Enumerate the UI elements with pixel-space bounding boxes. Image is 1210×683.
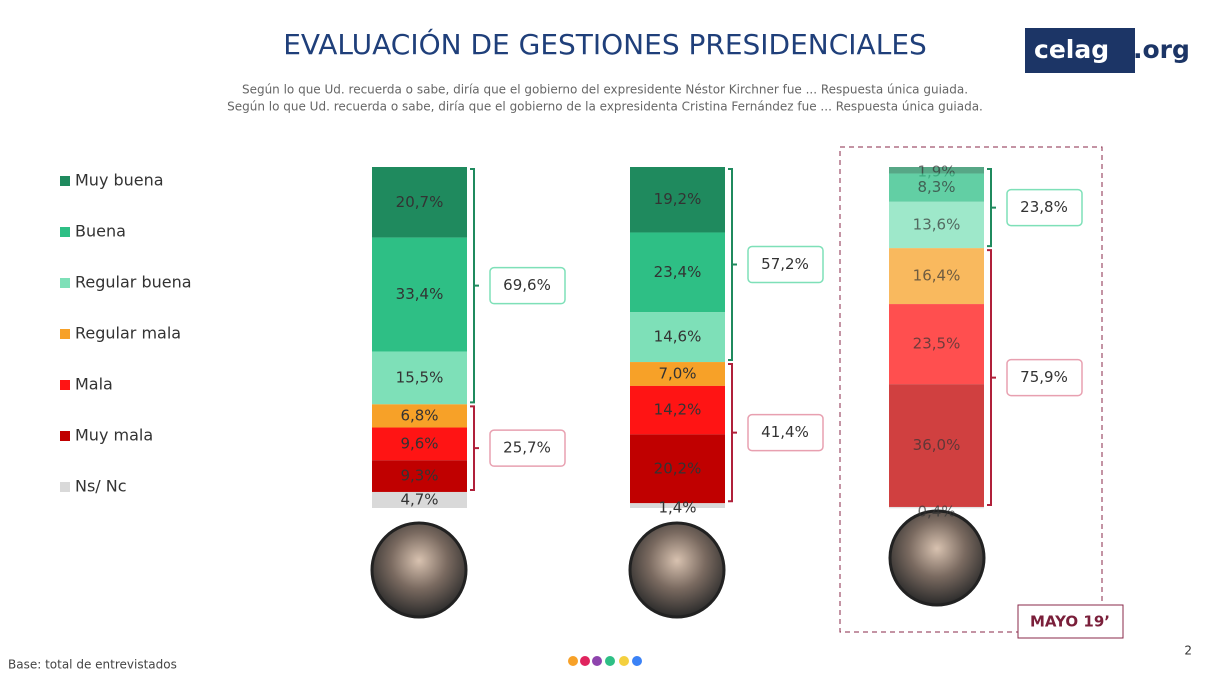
bar-segment [889,384,984,507]
legend-label: Ns/ Nc [75,477,127,496]
data-label: 36,0% [913,436,961,454]
logo-box [1025,28,1135,73]
data-label: 0,4% [917,502,955,520]
bracket-label: 25,7% [503,439,551,457]
data-label: 7,0% [658,364,696,382]
data-label: 20,7% [396,193,444,211]
data-label: 14,6% [654,328,702,346]
bar-segment [889,173,984,202]
legend-label: Muy mala [75,426,153,445]
photo [370,521,468,619]
bracket [728,363,737,503]
subtitle: Según lo que Ud. recuerda o sabe, diría … [242,83,968,97]
legend-label: Regular mala [75,324,181,343]
data-label: 4,7% [400,490,438,508]
annotation: MAYO 19’ [1030,613,1110,631]
bracket [987,249,996,506]
bar-segment [372,404,467,428]
bar-segment [630,312,725,363]
legend-swatch [60,431,70,441]
annotation-box [1017,604,1124,639]
title: EVALUACIÓN DE GESTIONES PRESIDENCIALES [283,27,927,61]
logo: .org [1133,35,1190,64]
data-label: 13,6% [913,215,961,233]
bracket [470,168,479,404]
bar-segment [372,351,467,405]
bracket-label: 75,9% [1020,368,1068,386]
bar-segment [630,362,725,386]
bracket-box [747,413,824,452]
bar-segment [630,385,725,435]
bracket-box [1006,188,1083,227]
bar-segment [630,434,725,504]
dots [568,656,642,666]
data-label: 6,8% [400,406,438,424]
data-label: 20,2% [654,459,702,477]
bracket-label: 69,6% [503,276,551,294]
bar-segment [889,506,984,509]
bracket-box [747,245,824,284]
legend-label: Regular buena [75,273,192,292]
bracket-box [489,429,566,467]
page-number: 2 [1184,644,1192,658]
legend-label: Muy buena [75,171,164,190]
data-label: 1,4% [658,499,696,517]
data-label: 9,3% [400,467,438,485]
bracket [470,405,479,491]
bracket [987,168,996,248]
data-label: 16,4% [913,267,961,285]
data-label: 19,2% [654,190,702,208]
legend-swatch [60,278,70,288]
legend-label: Mala [75,375,113,394]
bar-segment [889,167,984,174]
bar-segment [372,237,467,352]
bar-segment [630,503,725,508]
bar-segment [630,232,725,313]
data-label: 14,2% [654,401,702,419]
data-label: 9,6% [400,434,438,452]
bar-segment [372,167,467,238]
bar-segment [372,460,467,492]
bracket-label: 57,2% [761,255,809,273]
bar-segment [889,201,984,249]
bracket [728,168,737,362]
bar-segment [372,427,467,461]
data-label: 15,5% [396,368,444,386]
legend-label: Buena [75,222,126,241]
legend-swatch [60,329,70,339]
photo [628,521,726,619]
photo [888,509,986,607]
bar-segment [889,248,984,305]
data-label: 33,4% [396,285,444,303]
bar-segment [630,167,725,233]
bar-segment [372,491,467,508]
data-label: 8,3% [917,178,955,196]
legend-swatch [60,176,70,186]
legend-swatch [60,482,70,492]
subtitle: Según lo que Ud. recuerda o sabe, diría … [227,100,983,114]
highlight-box [839,146,1103,633]
bracket-box [489,266,566,305]
legend-swatch [60,227,70,237]
data-label: 23,5% [913,335,961,353]
logo: celag [1034,35,1109,64]
bar-segment [889,304,984,385]
bracket-box [1006,358,1083,397]
legend-swatch [60,380,70,390]
footer-note: Base: total de entrevistados [8,658,177,672]
bracket-label: 41,4% [761,423,809,441]
data-label: 23,4% [654,263,702,281]
bracket-label: 23,8% [1020,198,1068,216]
